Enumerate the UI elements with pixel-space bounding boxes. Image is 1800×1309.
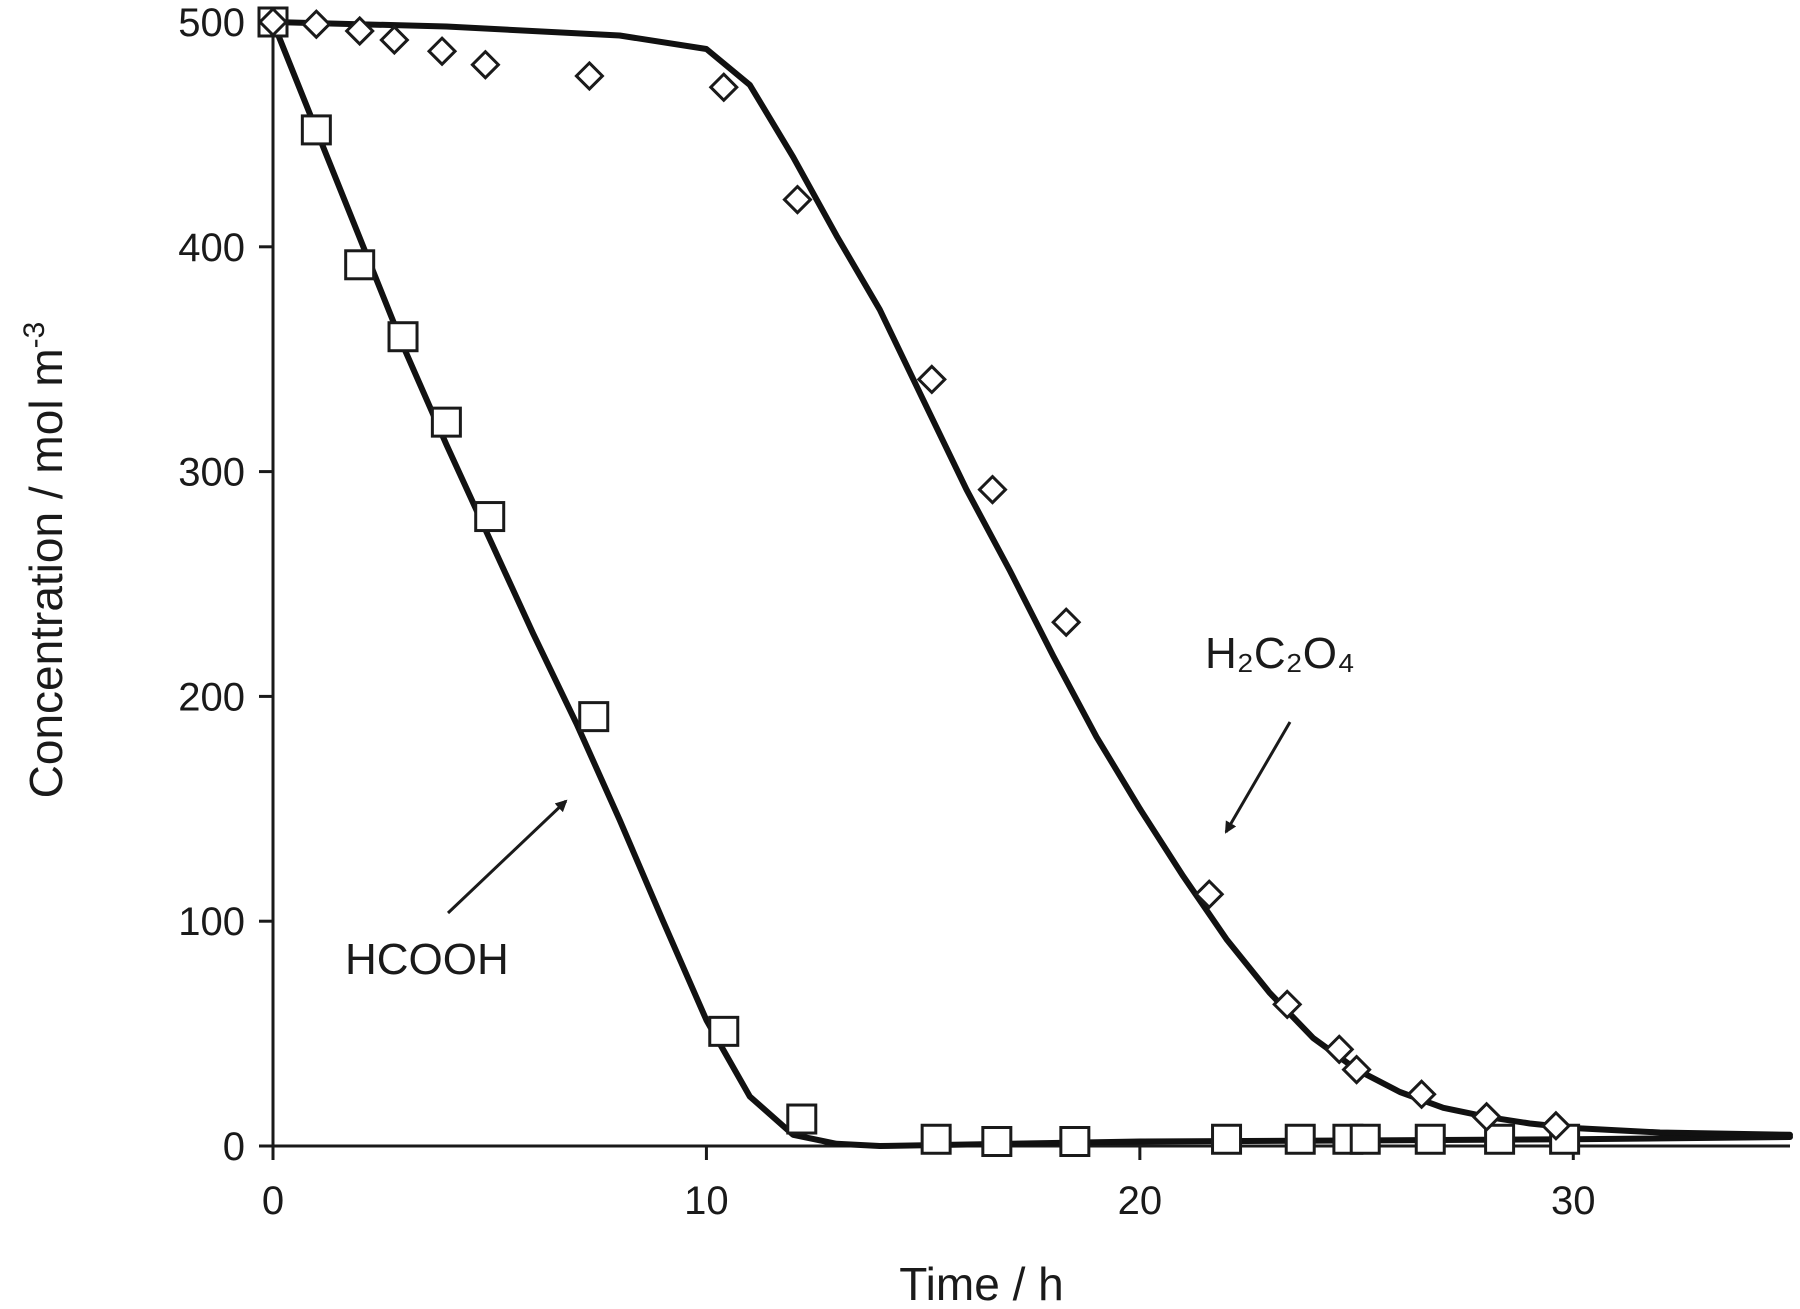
data-point-h2c2o4 (1406, 1079, 1437, 1110)
data-point-hcooh (981, 1126, 1013, 1158)
annotation-h2c2o4: H₂C₂O₄ (1205, 629, 1355, 678)
y-axis-title: Concentration / mol m-3 (18, 322, 72, 799)
x-axis-title: Time / h (899, 1258, 1063, 1309)
x-tick-label: 30 (1551, 1179, 1596, 1223)
data-point-hcooh (387, 321, 419, 353)
data-point-h2c2o4 (379, 24, 410, 56)
data-point-hcooh (430, 406, 462, 438)
data-point-h2c2o4 (977, 474, 1008, 505)
data-point-h2c2o4 (1341, 1054, 1372, 1085)
arrow-h2c2o4 (1224, 721, 1292, 834)
data-point-hcooh (786, 1103, 818, 1135)
x-tick-label: 0 (262, 1179, 284, 1223)
data-point-h2c2o4 (1324, 1034, 1355, 1065)
data-point-h2c2o4 (470, 49, 501, 80)
data-point-hcooh (1484, 1123, 1516, 1155)
x-tick-label: 10 (684, 1179, 729, 1223)
y-tick-label: 200 (178, 675, 245, 719)
data-point-hcooh (1211, 1123, 1243, 1155)
data-point-h2c2o4 (1471, 1101, 1502, 1132)
annotation-hcooh: HCOOH (345, 935, 509, 984)
data-point-h2c2o4 (1272, 989, 1303, 1020)
data-point-h2c2o4 (1540, 1110, 1572, 1141)
data-markers (257, 6, 1581, 1158)
data-point-h2c2o4 (257, 6, 289, 38)
data-point-hcooh (300, 114, 332, 146)
x-tick-label: 20 (1118, 1179, 1163, 1223)
annotations: HCOOH H₂C₂O₄ (345, 629, 1355, 984)
data-point-h2c2o4 (1051, 607, 1082, 638)
data-point-h2c2o4 (708, 72, 739, 103)
data-point-h2c2o4 (344, 15, 375, 47)
data-point-hcooh (474, 501, 506, 533)
data-point-hcooh (344, 249, 376, 281)
data-point-hcooh (578, 701, 610, 733)
arrow-hcooh (446, 799, 568, 915)
data-point-hcooh (1414, 1123, 1446, 1155)
y-tick-label: 0 (223, 1125, 245, 1169)
data-point-hcooh (1349, 1123, 1381, 1155)
data-point-hcooh (1284, 1123, 1316, 1155)
data-point-h2c2o4 (301, 9, 332, 40)
data-point-h2c2o4 (574, 60, 605, 92)
y-tick-label: 400 (178, 226, 245, 270)
data-point-hcooh (920, 1123, 952, 1155)
data-point-h2c2o4 (426, 36, 458, 67)
data-point-h2c2o4 (916, 364, 947, 395)
data-point-hcooh (708, 1015, 740, 1047)
y-tick-label: 500 (178, 1, 245, 45)
data-point-hcooh (1059, 1126, 1091, 1158)
y-tick-label: 300 (178, 451, 245, 495)
y-tick-label: 100 (178, 900, 245, 944)
axes: 0 100 200 300 400 500 0 10 20 30 Time / h Concentra… (18, 1, 1790, 1309)
data-point-h2c2o4 (1194, 879, 1225, 910)
data-point-h2c2o4 (782, 184, 813, 215)
